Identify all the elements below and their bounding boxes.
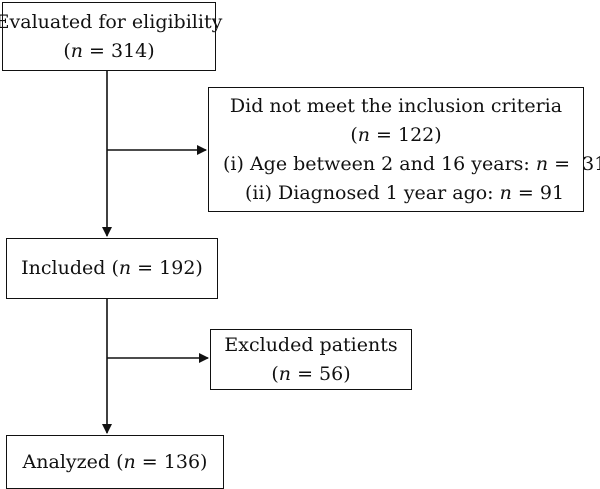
box-exclusion-criteria: Did not meet the inclusion criteria (n =… <box>208 87 600 212</box>
analyzed-title: Analyzed ( <box>22 450 124 473</box>
included-count-var: n <box>118 257 132 279</box>
criteria-count-var: n <box>357 123 370 146</box>
criteria-reason-diagnosed: (ii) Diagnosed 1 year ago: n = 91 <box>209 179 564 208</box>
excluded-count: (n = 56) <box>271 360 350 389</box>
box-included: Included (n = 192) <box>6 238 218 299</box>
excluded-count-prefix: ( <box>271 362 279 385</box>
box-excluded: Excluded patients (n = 56) <box>210 329 412 390</box>
analyzed-label: Analyzed (n = 136) <box>23 448 208 477</box>
excluded-count-var: n <box>278 362 292 385</box>
criteria-reason-age-text: (i) Age between 2 and 16 years: <box>223 152 536 175</box>
eligibility-count-var: n <box>70 39 83 62</box>
eligibility-title: Evaluated for eligibility <box>0 10 223 33</box>
included-label: Included (n = 192) <box>21 254 203 283</box>
criteria-reason-age-var: n <box>535 152 549 175</box>
analyzed-count-var: n <box>123 450 136 473</box>
criteria-reason-age-value: = 31 <box>554 152 600 175</box>
criteria-count-value: = 122) <box>369 123 442 146</box>
included-title: Included ( <box>21 257 119 279</box>
analyzed-count-value: = 136) <box>135 450 208 473</box>
included-count-value: = 192) <box>131 257 203 279</box>
criteria-title: Did not meet the inclusion criteria <box>229 94 563 117</box>
box-analyzed: Analyzed (n = 136) <box>6 435 224 489</box>
eligibility-count-prefix: ( <box>63 39 71 62</box>
criteria-count-prefix: ( <box>350 123 358 146</box>
criteria-reason-diagnosed-var: n <box>499 181 512 204</box>
criteria-reason-diagnosed-value: = 91 <box>511 181 565 204</box>
excluded-title: Excluded patients <box>224 333 398 356</box>
eligibility-count-value: = 314) <box>82 39 155 62</box>
criteria-count: (n = 122) <box>350 121 441 150</box>
criteria-reason-age: (i) Age between 2 and 16 years: n = 31 <box>209 150 600 179</box>
excluded-count-value: = 56) <box>291 362 351 385</box>
box-eligibility: Evaluated for eligibility (n = 314) <box>0 2 222 71</box>
criteria-reason-diagnosed-text: (ii) Diagnosed 1 year ago: <box>245 181 500 204</box>
eligibility-count: (n = 314) <box>63 37 154 66</box>
